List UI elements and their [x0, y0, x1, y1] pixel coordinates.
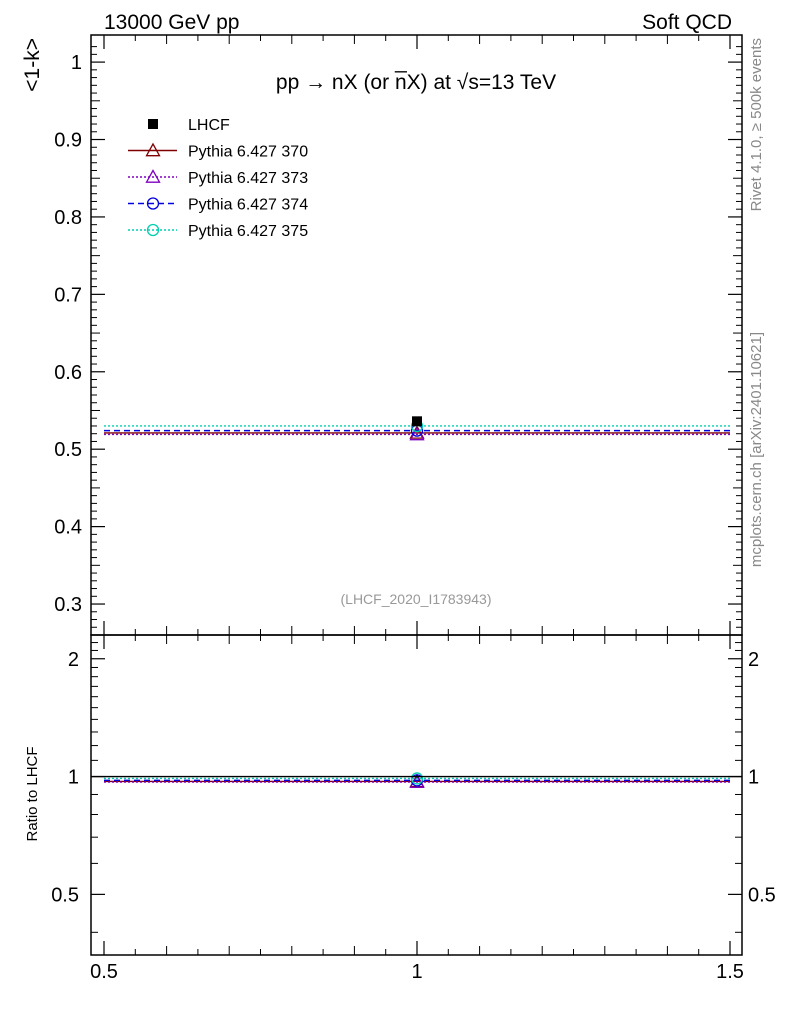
legend-marker: [145, 142, 161, 157]
ratio-tick-label: 0.5: [51, 884, 79, 906]
mcplots-label: mcplots.cern.ch [arXiv:2401.10621]: [748, 332, 765, 567]
x-tick-label: 1.5: [716, 961, 744, 983]
y-tick-label: 0.7: [54, 284, 82, 306]
x-tick-label: 1: [411, 961, 422, 983]
y-tick-label: 0.3: [54, 594, 82, 616]
y-tick-label: 0.5: [54, 439, 82, 461]
ratio-tick-label: 2: [68, 649, 79, 671]
ratio-tick-label: 1: [68, 767, 79, 789]
legend-label: Pythia 6.427 373: [188, 170, 308, 187]
chart-title: pp → nX (or n̅X) at √s=13 TeV: [276, 71, 556, 94]
main-series: [104, 416, 730, 441]
mc-marker: [409, 425, 425, 439]
y-tick-label: 0.8: [54, 207, 82, 229]
legend-marker: [146, 197, 160, 210]
legend-marker: [145, 169, 161, 183]
legend-label: LHCF: [188, 117, 230, 134]
header-right: Soft QCD: [642, 11, 732, 34]
main-ticks: 0.3 0.4 0.5 0.6 0.7 0.8 0.9 1: [54, 46, 742, 628]
y-tick-label: 1: [71, 52, 82, 74]
y-tick-label: 0.4: [54, 517, 82, 539]
data-marker: [412, 416, 422, 427]
y-tick-label: 0.9: [54, 130, 82, 152]
ratio-series: [91, 772, 742, 788]
x-tick-label: 0.5: [90, 961, 118, 983]
legend-label: Pythia 6.427 370: [188, 144, 308, 161]
ratio-tick-label-right: 2: [748, 649, 759, 671]
y-axis-label: <1-k>: [21, 38, 44, 92]
x-ticks: 0.5 1 1.5: [90, 35, 744, 983]
legend-marker: [146, 223, 160, 237]
legend-marker: [148, 119, 158, 129]
ratio-panel-frame: [90, 634, 743, 956]
ratio-mc-marker: [410, 772, 424, 785]
legend-label: Pythia 6.427 374: [188, 197, 308, 214]
legend-label: Pythia 6.427 375: [188, 223, 308, 240]
rivet-label: Rivet 4.1.0, ≥ 500k events: [748, 38, 765, 211]
legend: LHCF Pythia 6.427 370 Pythia 6.427 373 Pyth…: [128, 117, 308, 240]
y-tick-label: 0.6: [54, 362, 82, 384]
mc-marker: [409, 426, 425, 441]
analysis-tag: (LHCF_2020_I1783943): [341, 591, 492, 607]
ratio-tick-label-right: 0.5: [748, 884, 776, 906]
ratio-mc-marker: [409, 774, 425, 788]
ratio-tick-label-right: 1: [748, 767, 759, 789]
header-left: 13000 GeV pp: [104, 11, 239, 34]
ratio-ticks: 0.5 0.5 1 1 2 2: [51, 642, 776, 933]
ratio-y-axis-label: Ratio to LHCF: [24, 746, 41, 841]
